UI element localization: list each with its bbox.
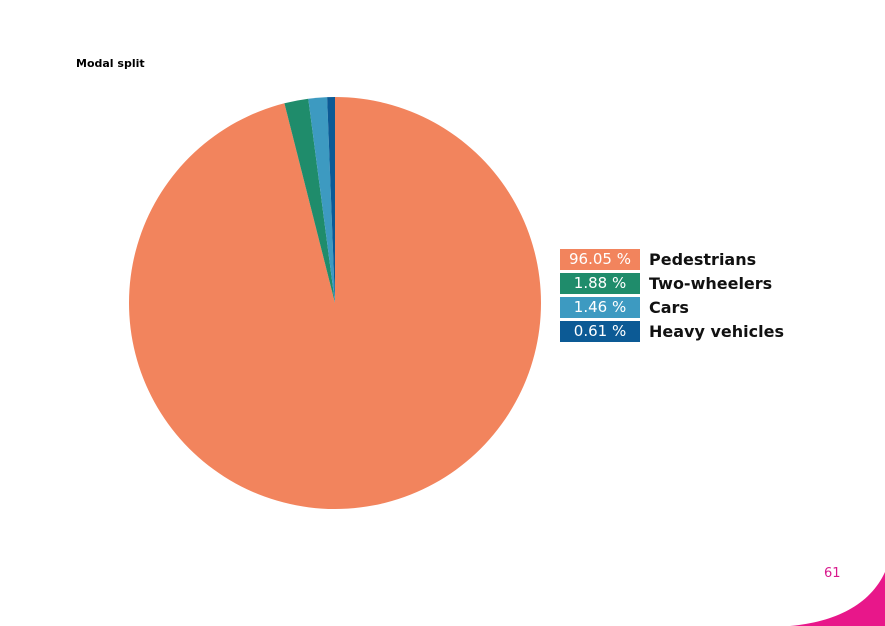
pie-slice-heavy-vehicles [327,97,335,303]
legend: 96.05 % Pedestrians 1.88 % Two-wheelers … [560,248,784,344]
page-number: 61 [824,566,841,581]
legend-label: Cars [649,298,689,317]
chart-title: Modal split [76,57,145,70]
legend-value: 96.05 % [560,249,640,270]
corner-decoration [790,572,885,626]
legend-label: Two-wheelers [649,274,773,293]
legend-item-cars: 1.46 % Cars [560,296,784,319]
pie-slice-cars [308,97,335,303]
legend-value: 1.46 % [560,297,640,318]
legend-item-heavy-vehicles: 0.61 % Heavy vehicles [560,320,784,343]
legend-value: 1.88 % [560,273,640,294]
legend-item-two-wheelers: 1.88 % Two-wheelers [560,272,784,295]
swoosh-shape [790,572,885,626]
legend-value: 0.61 % [560,321,640,342]
legend-item-pedestrians: 96.05 % Pedestrians [560,248,784,271]
pie-slice-two-wheelers [284,98,335,304]
legend-label: Heavy vehicles [649,322,784,341]
legend-label: Pedestrians [649,250,757,269]
